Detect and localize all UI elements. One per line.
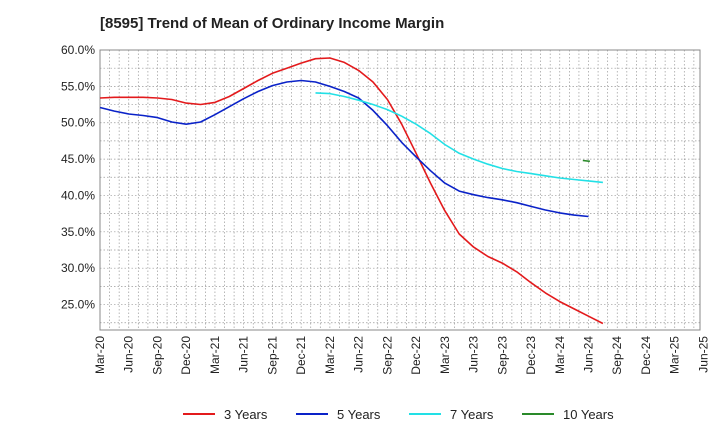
grid-lines [99,49,700,330]
y-axis: 25.0% 30.0% 35.0% 40.0% 45.0% 50.0% 55.0% 60.0% [61,43,95,312]
legend-label-7-years: 7 Years [450,407,494,422]
x-tick-label: Dec-24 [639,336,653,375]
y-tick-label: 30.0% [61,261,95,275]
x-tick-label: Mar-20 [93,336,107,374]
legend-label-10-years: 10 Years [563,407,614,422]
x-tick-label: Jun-22 [352,336,366,373]
x-tick-label: Mar-21 [208,336,222,374]
x-tick-label: Dec-22 [409,336,423,375]
y-tick-label: 55.0% [61,79,95,93]
x-tick-label: Dec-23 [524,336,538,375]
series-line-5-years [99,79,589,218]
x-tick-label: Mar-23 [438,336,452,374]
x-tick-label: Mar-22 [323,336,337,374]
x-tick-label: Mar-25 [668,336,682,374]
x-tick-label: Jun-21 [237,336,251,373]
x-tick-label: Dec-20 [179,336,193,375]
y-tick-label: 25.0% [61,298,95,312]
x-tick-label: Sep-21 [265,336,279,375]
chart-title: [8595] Trend of Mean of Ordinary Income … [100,15,445,32]
y-tick-label: 50.0% [61,116,95,130]
x-axis: Mar-20 Jun-20 Sep-20 Dec-20 Mar-21 Jun-21 Sep-… [93,336,710,375]
x-tick-label: Jun-24 [582,336,596,373]
x-tick-label: Sep-22 [380,336,394,375]
legend: 3 Years 5 Years 7 Years 10 Years [183,407,614,422]
x-tick-label: Sep-23 [495,336,509,375]
series-line-10-years [582,159,590,163]
x-tick-label: Sep-20 [150,336,164,375]
x-tick-label: Jun-23 [467,336,481,373]
y-tick-label: 40.0% [61,188,95,202]
x-tick-label: Dec-21 [294,336,308,375]
x-tick-label: Jun-20 [122,336,136,373]
x-tick-label: Mar-24 [553,336,567,374]
legend-label-3-years: 3 Years [224,407,268,422]
x-tick-label: Sep-24 [610,336,624,375]
y-tick-label: 35.0% [61,225,95,239]
legend-label-5-years: 5 Years [337,407,381,422]
y-tick-label: 60.0% [61,43,95,57]
series-line-7-years [315,92,603,184]
y-tick-label: 45.0% [61,152,95,166]
x-tick-label: Jun-25 [696,336,710,373]
plot-area-frame [99,49,701,331]
series-lines [99,57,604,325]
series-line-3-years [99,57,604,325]
